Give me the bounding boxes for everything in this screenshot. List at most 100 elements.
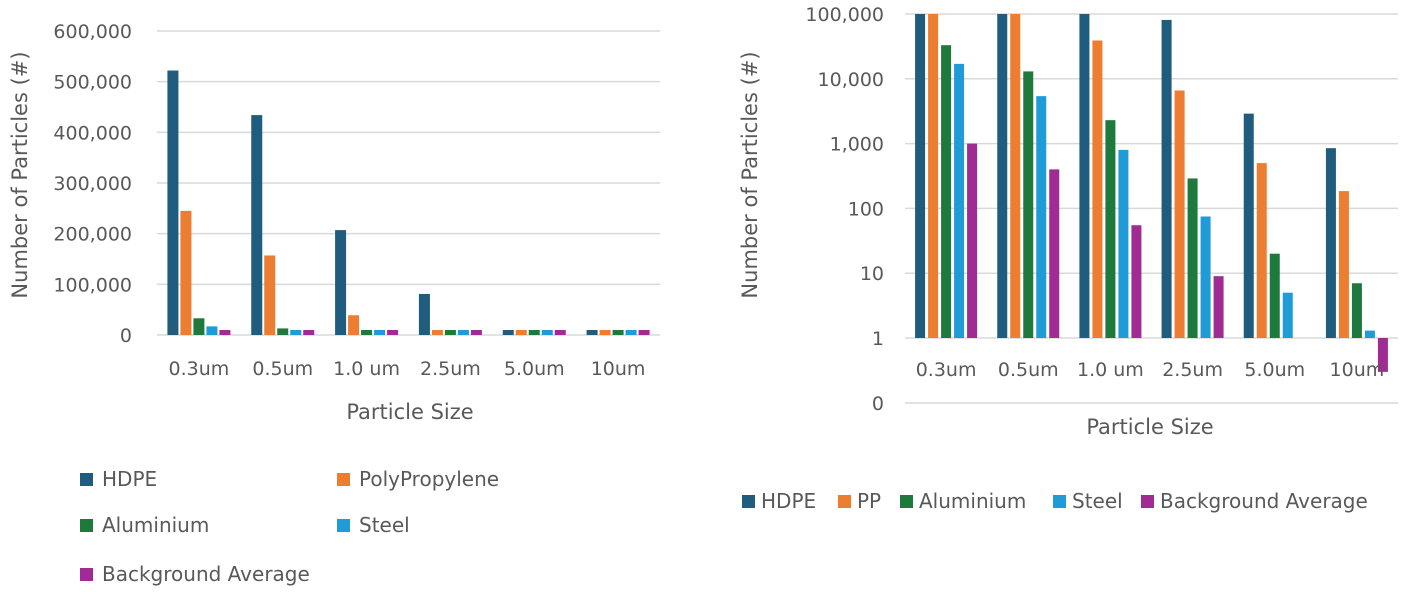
legend-label: Background Average: [1160, 489, 1368, 513]
bar: [1092, 40, 1103, 338]
bar: [1243, 113, 1254, 338]
bar: [1023, 71, 1034, 338]
x-axis-title: Particle Size: [346, 400, 473, 424]
bar: [180, 210, 192, 335]
bar: [361, 330, 373, 335]
y-tick-label: 1,000: [830, 134, 884, 156]
legend-label: PolyPropylene: [359, 467, 499, 491]
bar: [470, 330, 482, 335]
bar: [418, 293, 430, 335]
legend-swatch: [80, 568, 93, 581]
bar: [206, 326, 218, 335]
y-tick-label: 1: [872, 328, 884, 350]
y-axis-title: Number of Particles (#): [738, 51, 762, 298]
x-tick-label: 2.5um: [420, 358, 481, 380]
x-tick-label: 10um: [1330, 359, 1385, 381]
x-tick-label: 1.0 um: [333, 358, 400, 380]
x-tick-label: 0.3um: [916, 359, 977, 381]
legend-swatch: [1141, 495, 1154, 508]
bar: [251, 115, 263, 336]
bar: [457, 330, 469, 335]
bar: [1364, 330, 1375, 338]
bar: [954, 63, 965, 338]
bar: [277, 328, 289, 335]
bar: [444, 330, 456, 335]
bar: [303, 330, 315, 335]
bar: [1377, 338, 1388, 372]
y-tick-label: 100,000: [53, 274, 132, 296]
y-tick-label: 0: [120, 325, 132, 347]
y-tick-label: 600,000: [53, 21, 132, 43]
bar: [1351, 283, 1362, 338]
bar: [997, 14, 1008, 338]
legend-swatch: [337, 519, 350, 532]
legend-label: Steel: [1072, 489, 1123, 513]
bar: [1010, 14, 1021, 338]
bar: [1079, 14, 1090, 338]
y-tick-label: 300,000: [53, 173, 132, 195]
y-tick-label: 500,000: [53, 72, 132, 94]
x-tick-label: 0.3um: [169, 358, 230, 380]
y-tick-label: 100: [848, 198, 884, 220]
legend-swatch: [838, 495, 851, 508]
bar: [387, 330, 399, 335]
bar: [1338, 191, 1349, 338]
bar: [928, 14, 939, 338]
y-tick-label: 10,000: [818, 69, 884, 91]
legend-label: HDPE: [761, 489, 816, 513]
bar: [528, 330, 540, 335]
legend-swatch: [1053, 495, 1066, 508]
bar: [264, 255, 276, 335]
bar: [612, 330, 624, 335]
legend-label: Aluminium: [919, 489, 1026, 513]
bar: [1282, 292, 1293, 338]
bar: [1174, 90, 1185, 338]
y-tick-label: 10: [860, 263, 884, 285]
bar: [1269, 253, 1280, 338]
bar: [1187, 178, 1198, 338]
bar: [1256, 163, 1267, 338]
bar: [967, 143, 978, 338]
legend-label: HDPE: [102, 467, 157, 491]
bar: [219, 330, 231, 335]
legend-swatch: [80, 473, 93, 486]
bar: [348, 315, 360, 335]
bar: [915, 14, 926, 338]
bar: [941, 45, 952, 339]
linear-bar-chart: 0 100,000 200,000 300,000 400,000 500,000 600,…: [8, 21, 660, 586]
y-axis-title: Number of Particles (#): [8, 51, 32, 298]
legend-swatch: [900, 495, 913, 508]
bar: [515, 330, 527, 335]
bar: [1325, 148, 1336, 338]
bar: [290, 330, 302, 335]
legend-label: Background Average: [102, 562, 310, 586]
bar: [502, 330, 514, 335]
bar: [335, 230, 347, 335]
bar: [554, 330, 566, 335]
y-tick-label: 400,000: [53, 122, 132, 144]
y-tick-label: 200,000: [53, 224, 132, 246]
y-tick-label: 100,000: [805, 4, 884, 26]
x-tick-label: 0.5um: [998, 359, 1059, 381]
bar: [193, 318, 205, 335]
x-tick-label: 5.0um: [504, 358, 565, 380]
bar: [1131, 225, 1142, 338]
x-tick-label: 5.0um: [1244, 359, 1305, 381]
bar: [638, 330, 650, 335]
bar: [1105, 120, 1116, 338]
bar: [625, 330, 637, 335]
bar: [586, 330, 598, 335]
legend-label: Aluminium: [102, 513, 209, 537]
legend-swatch: [337, 473, 350, 486]
x-tick-label: 2.5um: [1162, 359, 1223, 381]
bar: [1213, 276, 1224, 338]
legend-label: PP: [857, 489, 881, 513]
bar: [1036, 96, 1047, 338]
y-tick-label: 0: [872, 393, 884, 415]
bar: [1200, 216, 1211, 338]
x-axis-title: Particle Size: [1086, 415, 1213, 439]
x-tick-label: 1.0 um: [1077, 359, 1144, 381]
legend-label: Steel: [359, 513, 410, 537]
bar: [431, 330, 443, 335]
